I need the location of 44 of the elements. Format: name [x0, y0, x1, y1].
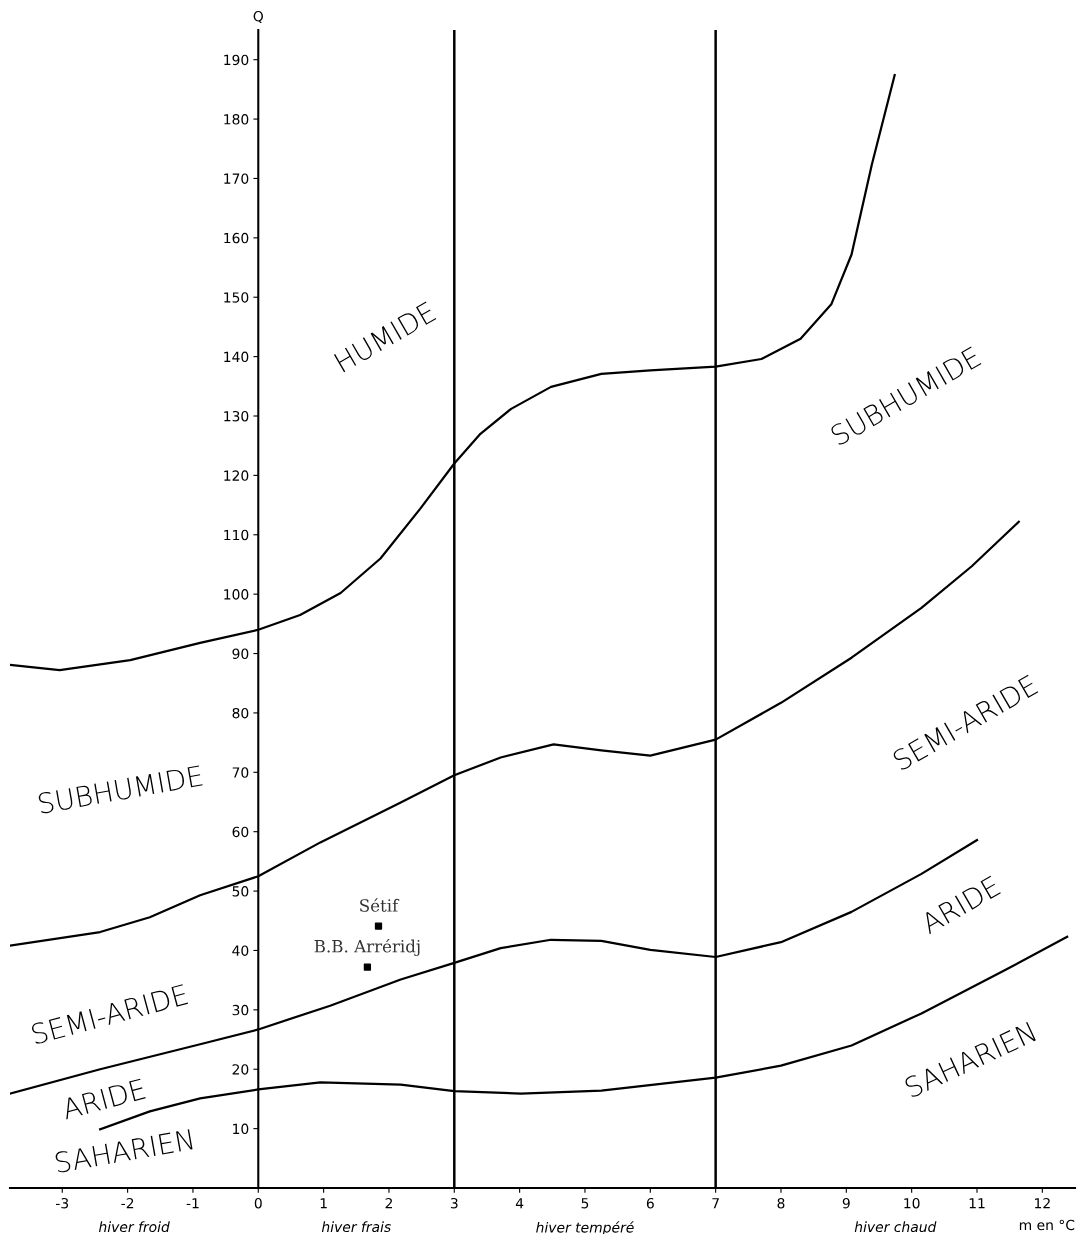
y-tick-label: 20 [232, 1064, 249, 1075]
x-tick-label: 12 [1035, 1197, 1050, 1209]
y-tick-label: 130 [224, 410, 249, 422]
y-tick-label: 170 [224, 173, 249, 184]
x-tick-label: 10 [904, 1197, 920, 1209]
text: hiver frais [321, 1221, 391, 1233]
data-label: B.B. Arréridj [314, 938, 420, 956]
x-tick-label: 7 [712, 1198, 719, 1209]
y-tick-label: 80 [232, 707, 249, 719]
y-tick-label: 120 [224, 470, 249, 481]
y-tick-label: 60 [232, 826, 249, 838]
y-tick-label: 190 [224, 54, 249, 66]
x-tick-label: -2 [121, 1197, 134, 1209]
y-tick-label: 50 [232, 886, 249, 897]
y-axis-title: Q [253, 11, 263, 24]
x-tick-label: 8 [777, 1197, 785, 1209]
x-tick-label: 3 [450, 1197, 458, 1209]
y-tick-label: 180 [224, 114, 249, 125]
annotation: SAHARIEN [54, 1128, 193, 1174]
y-tick-label: 40 [232, 945, 249, 956]
y-tick-label: 90 [232, 648, 249, 660]
y-tick-label: 30 [232, 1004, 249, 1016]
x-tick-label: 4 [515, 1198, 524, 1209]
y-tick-label: 150 [224, 292, 249, 303]
y-tick-label: 100 [224, 589, 249, 600]
x-tick-label: 11 [969, 1198, 985, 1209]
x-tick-label: 6 [646, 1197, 654, 1209]
data-label: Sétif [360, 898, 400, 912]
x-axis-title: m en °C [1019, 1219, 1075, 1231]
x-tick-label: 2 [385, 1197, 392, 1209]
x-tick-label: 9 [842, 1197, 850, 1209]
y-tick-label: 70 [232, 767, 249, 778]
y-tick-label: 140 [224, 351, 249, 363]
x-tick-label: -1 [186, 1198, 199, 1209]
x-tick-label: 1 [320, 1198, 327, 1209]
y-tick-label: 10 [233, 1123, 249, 1135]
text: hiver froid [98, 1221, 170, 1233]
y-tick-label: 110 [224, 529, 249, 541]
y-tick-label: 160 [224, 232, 249, 244]
x-tick-label: 5 [581, 1198, 589, 1209]
x-tick-label: -3 [56, 1197, 69, 1209]
x-tick-label: 0 [254, 1197, 262, 1209]
annotation: ARIDE [61, 1078, 146, 1120]
text: hiver chaud [854, 1221, 937, 1233]
